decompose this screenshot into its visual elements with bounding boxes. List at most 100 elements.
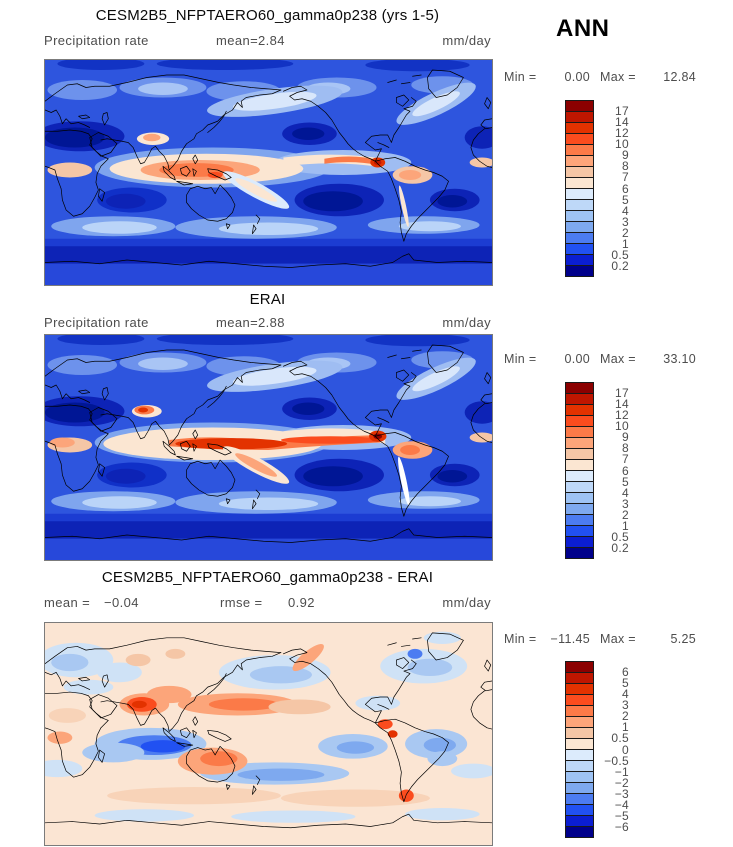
colorbar-tick-label: 0.5 [611,731,629,746]
rmse-label: rmse = [220,595,263,610]
colorbar-segment [566,111,593,122]
map-model-precip [44,59,493,286]
colorbar-segment [566,672,593,683]
colorbar-tick-label: 12 [615,408,629,423]
colorbar-tick-label: 0.5 [611,529,629,544]
panel1-minmax: Min = 0.00 Max = 12.84 [504,70,696,84]
colorbar-tick-label: 4 [622,485,629,500]
units-label: mm/day [442,33,491,48]
min-label: Min = [504,352,537,366]
colorbar-tick-label: 3 [622,214,629,229]
colorbar-bar [565,661,594,838]
colorbar-segment [566,166,593,177]
map-diff-precip-svg [45,623,492,845]
colorbar-bar [565,100,594,277]
panel1-stats-row: Precipitation rate mean= 2.84 mm/day [44,33,491,49]
colorbar-tick-label: 10 [615,137,629,152]
colorbar-segment [566,470,593,481]
colorbar-segment [566,232,593,243]
colorbar-segment [566,514,593,525]
units-label: mm/day [442,315,491,330]
colorbar-segment [566,705,593,716]
colorbar-tick-label: 14 [615,397,629,412]
colorbar-tick-label: 4 [622,203,629,218]
colorbar-tick-label: 9 [622,430,629,445]
contour-field [45,60,492,285]
colorbar-segment [566,727,593,738]
colorbar-tick-label: 1 [622,518,629,533]
colorbar-tick-label: 2 [622,709,629,724]
units-label: mm/day [442,595,491,610]
colorbar-tick-label: 5 [622,676,629,691]
colorbar-segment [566,771,593,782]
season-label: ANN [556,15,610,42]
colorbar-segment [566,492,593,503]
colorbar-tick-label: −6 [614,819,629,834]
min-value: −11.45 [550,632,590,646]
colorbar-tick-label: 8 [622,159,629,174]
colorbar-tick-label: 0 [622,742,629,757]
colorbar-tick-label: 3 [622,496,629,511]
colorbar-segment [566,459,593,470]
min-label: Min = [504,70,537,84]
colorbar-tick-label: 14 [615,115,629,130]
colorbar-segment [566,738,593,749]
contour-field [45,335,492,560]
mean-label: mean= [216,315,259,330]
colorbar-tick-label: 7 [622,170,629,185]
colorbar-model: 17 14 12 10 9 8 7 6 5 4 3 2 1 0.5 0.2 [565,100,629,277]
colorbar-tick-label: 2 [622,225,629,240]
colorbar-tick-label: 1 [622,236,629,251]
colorbar-tick-label: 0.5 [611,247,629,262]
colorbar-segment [566,437,593,448]
colorbar-erai: 17 14 12 10 9 8 7 6 5 4 3 2 1 0.5 0.2 [565,382,629,559]
colorbar-tick-label: 17 [615,386,629,401]
colorbar-segment [566,547,593,558]
colorbar-tick-label: 17 [615,104,629,119]
colorbar-segment [566,415,593,426]
min-value: 0.00 [564,70,590,84]
max-label: Max = [600,632,636,646]
colorbar-segment [566,826,593,837]
colorbar-segment [566,694,593,705]
colorbar-segment [566,683,593,694]
min-value: 0.00 [564,352,590,366]
colorbar-segment [566,404,593,415]
colorbar-segment [566,716,593,727]
colorbar-segment [566,155,593,166]
colorbar-tick-label: 5 [622,192,629,207]
colorbar-segment [566,426,593,437]
colorbar-tick-labels: 17 14 12 10 9 8 7 6 5 4 3 2 1 0.5 0.2 [599,382,629,559]
colorbar-segment [566,525,593,536]
colorbar-diff: 6 5 4 3 2 1 0.5 0 −0.5 −1 −2 −3 −4 −5 −6 [565,661,629,838]
mean-label: mean = [44,595,91,610]
colorbar-segment [566,804,593,815]
colorbar-tick-label: 6 [622,463,629,478]
mean-value: −0.04 [104,595,139,610]
colorbar-segment [566,221,593,232]
colorbar-tick-label: 6 [622,665,629,680]
colorbar-segment [566,177,593,188]
rmse-value: 0.92 [288,595,315,610]
mean-label: mean= [216,33,259,48]
colorbar-segment [566,481,593,492]
map-erai-precip [44,334,493,561]
colorbar-segment [566,536,593,547]
colorbar-segment [566,749,593,760]
min-label: Min = [504,632,537,646]
colorbar-segment [566,243,593,254]
colorbar-tick-labels: 6 5 4 3 2 1 0.5 0 −0.5 −1 −2 −3 −4 −5 −6 [599,661,629,838]
colorbar-tick-label: 5 [622,474,629,489]
colorbar-bar [565,382,594,559]
colorbar-tick-label: −1 [614,764,629,779]
panel2-title: ERAI [249,291,286,308]
colorbar-segment [566,122,593,133]
colorbar-tick-label: 9 [622,148,629,163]
colorbar-tick-label: −0.5 [604,753,629,768]
colorbar-segment [566,815,593,826]
colorbar-tick-label: 0.2 [611,540,629,555]
panel3-title: CESM2B5_NFPTAERO60_gamma0p238 - ERAI [101,569,434,586]
colorbar-segment [566,199,593,210]
max-value: 5.25 [670,632,696,646]
colorbar-tick-label: 3 [622,698,629,713]
